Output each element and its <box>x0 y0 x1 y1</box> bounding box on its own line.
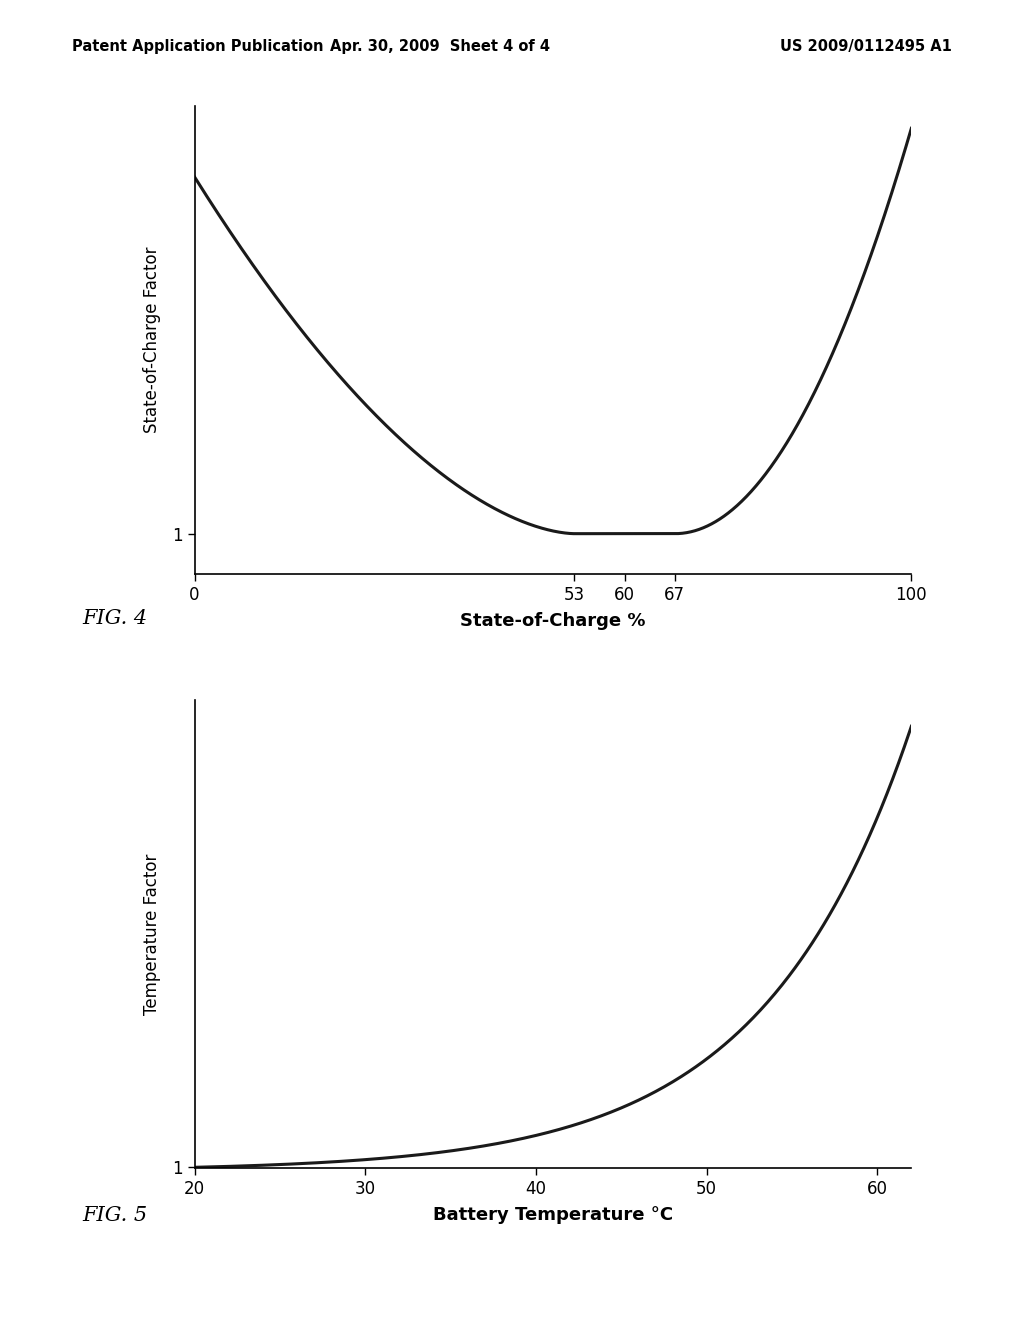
Text: FIG. 5: FIG. 5 <box>82 1206 147 1225</box>
Y-axis label: State-of-Charge Factor: State-of-Charge Factor <box>143 247 161 433</box>
Text: Patent Application Publication: Patent Application Publication <box>72 38 324 54</box>
X-axis label: Battery Temperature °C: Battery Temperature °C <box>433 1206 673 1225</box>
Text: US 2009/0112495 A1: US 2009/0112495 A1 <box>780 38 952 54</box>
X-axis label: State-of-Charge %: State-of-Charge % <box>460 612 646 631</box>
Text: FIG. 4: FIG. 4 <box>82 610 147 628</box>
Y-axis label: Temperature Factor: Temperature Factor <box>143 853 161 1015</box>
Text: Apr. 30, 2009  Sheet 4 of 4: Apr. 30, 2009 Sheet 4 of 4 <box>331 38 550 54</box>
